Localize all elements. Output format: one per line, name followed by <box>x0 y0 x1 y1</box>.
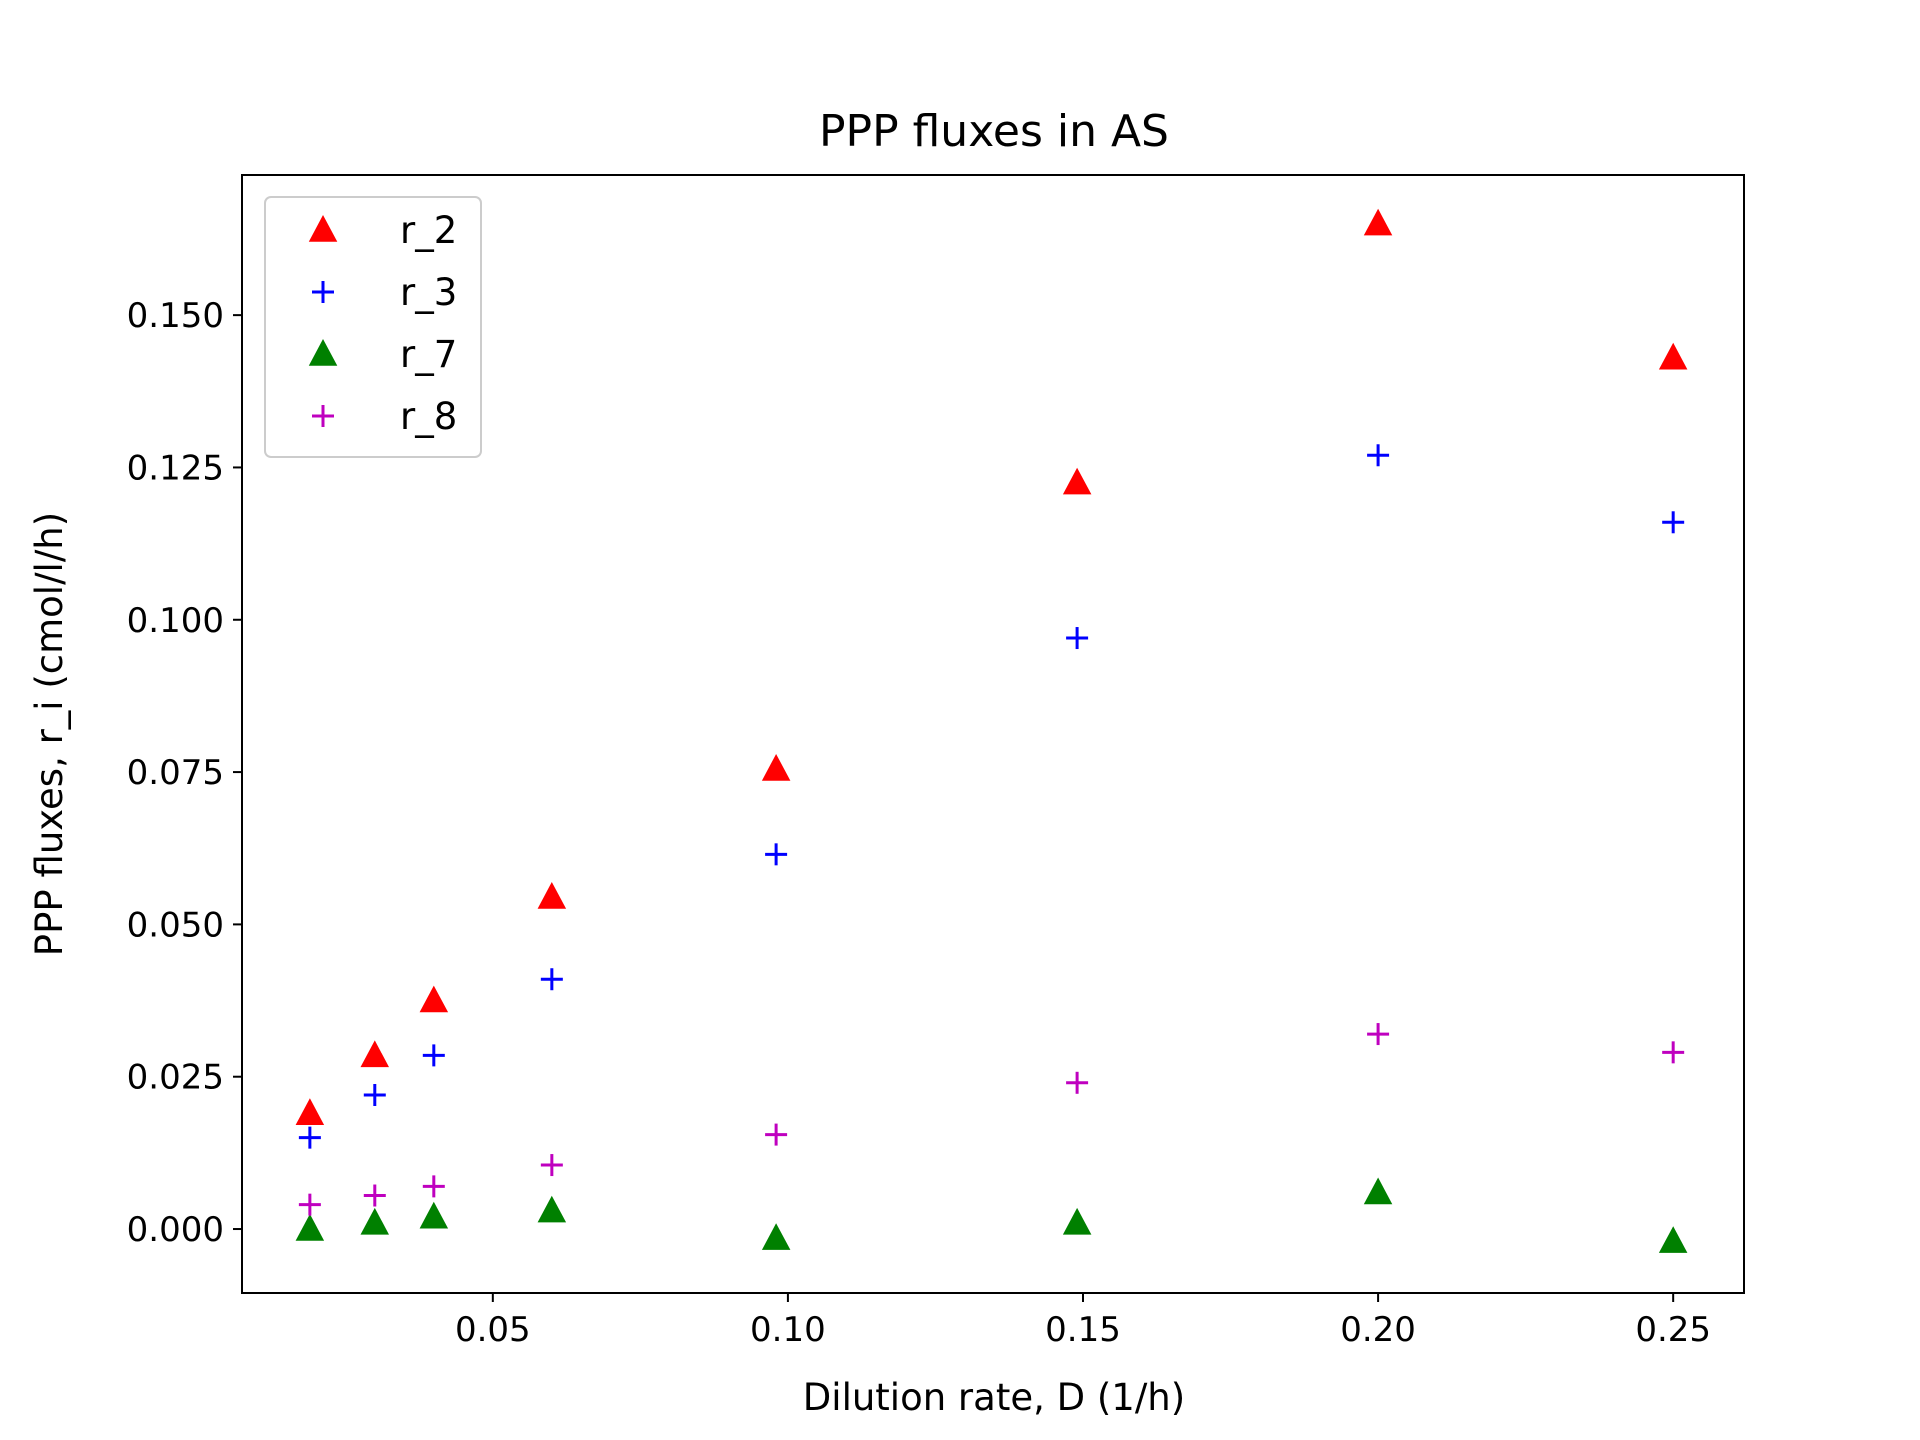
y-tick-label: 0.075 <box>127 753 224 793</box>
data-point <box>295 1098 325 1125</box>
legend: r_2 r_3 r_7 r_8 <box>264 196 482 458</box>
data-point <box>422 1175 445 1198</box>
legend-item-r-8: r_8 <box>312 395 457 438</box>
legend-marker <box>312 405 334 427</box>
data-point <box>360 1040 389 1068</box>
data-point <box>537 882 567 909</box>
data-point <box>298 1126 321 1149</box>
legend-label: r_2 <box>400 209 457 252</box>
axes-frame <box>241 174 1745 1294</box>
y-tick-label: 0.125 <box>127 448 224 488</box>
data-point <box>1662 1041 1685 1064</box>
data-point <box>540 1154 563 1177</box>
data-point <box>422 1044 445 1067</box>
data-point <box>419 985 449 1013</box>
x-tick-label: 0.05 <box>455 1310 531 1350</box>
data-point <box>360 1207 389 1235</box>
data-point <box>363 1083 386 1106</box>
x-axis-label: Dilution rate, D (1/h) <box>803 1376 1185 1419</box>
plot-area <box>295 208 1688 1253</box>
data-point <box>761 754 791 781</box>
legend-marker <box>308 339 338 366</box>
x-tick-label: 0.25 <box>1635 1310 1711 1350</box>
series-r-7 <box>295 1177 1688 1253</box>
legend-item-r-7: r_7 <box>308 333 457 376</box>
y-tick-label: 0.050 <box>127 905 224 945</box>
x-axis: 0.05 0.10 0.15 0.20 0.25 <box>455 1293 1711 1350</box>
data-point <box>765 843 788 866</box>
y-tick-label: 0.100 <box>127 601 224 641</box>
x-tick-label: 0.10 <box>750 1310 826 1350</box>
legend-box <box>264 196 482 458</box>
data-point <box>1062 467 1092 495</box>
data-point <box>1658 1226 1688 1253</box>
data-point <box>419 1201 449 1229</box>
data-point <box>537 1195 567 1223</box>
legend-marker <box>308 215 338 242</box>
data-point <box>1367 444 1390 467</box>
data-point <box>540 968 563 991</box>
data-point <box>1363 208 1393 236</box>
series-r-2 <box>295 208 1688 1125</box>
data-point <box>765 1123 788 1146</box>
legend-label: r_3 <box>400 271 457 314</box>
data-point <box>1658 342 1688 370</box>
series-r-8 <box>298 1023 1685 1216</box>
data-point <box>761 1223 791 1250</box>
legend-item-r-3: r_3 <box>312 271 457 314</box>
data-point <box>363 1184 386 1207</box>
series-r-3 <box>298 444 1685 1149</box>
legend-label: r_8 <box>400 395 457 438</box>
legend-item-r-2: r_2 <box>308 209 457 252</box>
legend-marker <box>312 281 334 303</box>
data-point <box>1066 1071 1089 1094</box>
legend-label: r_7 <box>400 333 457 376</box>
data-point <box>1367 1023 1390 1046</box>
data-point <box>1062 1207 1092 1235</box>
data-point <box>1066 627 1089 650</box>
data-point <box>295 1214 325 1241</box>
data-point <box>1363 1177 1393 1205</box>
y-tick-label: 0.025 <box>127 1058 224 1098</box>
chart-title: PPP fluxes in AS <box>819 106 1169 157</box>
y-tick-label: 0.150 <box>127 296 224 336</box>
y-axis: 0.000 0.025 0.050 0.075 0.100 0.125 0.150 <box>127 296 242 1250</box>
x-tick-label: 0.20 <box>1340 1310 1416 1350</box>
y-axis-label: PPP fluxes, r_i (cmol/l/h) <box>28 512 71 956</box>
x-tick-label: 0.15 <box>1045 1310 1121 1350</box>
y-tick-label: 0.000 <box>127 1210 224 1250</box>
data-point <box>298 1193 321 1216</box>
data-point <box>1662 511 1685 534</box>
